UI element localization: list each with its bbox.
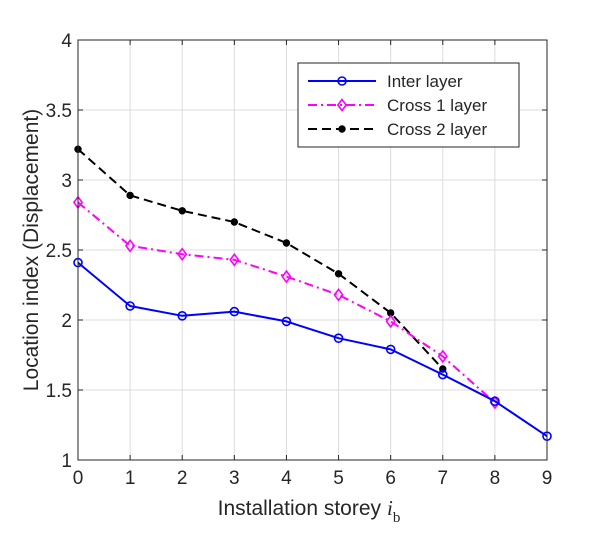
data-point <box>333 287 344 302</box>
x-axis-label: Installation storey ib <box>218 496 401 526</box>
data-point <box>385 314 396 329</box>
legend-marker <box>338 125 346 133</box>
data-point <box>126 191 134 200</box>
data-point <box>125 301 135 311</box>
data-point <box>229 306 240 317</box>
data-point <box>281 316 292 327</box>
x-tick-label: 3 <box>229 468 240 489</box>
legend-item: Cross 1 layer <box>308 96 487 115</box>
x-tick-label: 1 <box>125 468 136 489</box>
data-point <box>334 270 343 278</box>
y-tick-label: 2 <box>61 311 72 332</box>
y-axis-label: Location index (Displacement) <box>20 109 43 391</box>
y-tick-label: 1.5 <box>46 381 72 402</box>
data-point <box>490 396 500 407</box>
x-tick-label: 8 <box>490 468 501 489</box>
legend-label: Cross 1 layer <box>387 96 487 115</box>
y-tick-label: 4 <box>61 31 72 52</box>
data-point <box>177 247 188 262</box>
legend-label: Cross 2 layer <box>387 120 487 139</box>
data-point <box>437 349 448 364</box>
series-line <box>77 201 496 404</box>
data-point <box>229 252 240 267</box>
data-point <box>385 344 396 355</box>
series-cross-2-layer <box>74 145 447 373</box>
x-tick-label: 0 <box>73 468 84 489</box>
data-point <box>177 310 188 321</box>
y-tick-label: 3 <box>61 171 72 192</box>
series-line <box>77 148 444 370</box>
data-point <box>178 207 186 215</box>
axis-ticks: 0 1 2 3 4 5 6 7 8 911.522.533.54 <box>46 31 553 489</box>
legend: Inter layer Cross 1 layer Cross 2 layer <box>297 62 520 148</box>
legend-marker <box>337 76 347 86</box>
data-point <box>333 333 344 344</box>
plot-series <box>72 145 552 442</box>
x-tick-label: 4 <box>281 468 292 489</box>
data-point <box>230 218 239 226</box>
legend-label: Inter layer <box>387 72 463 91</box>
x-tick-label: 5 <box>333 468 344 489</box>
data-point <box>437 369 448 380</box>
series-line <box>77 261 548 438</box>
legend-box <box>297 62 520 148</box>
x-tick-label: 7 <box>437 468 448 489</box>
data-point <box>281 269 292 284</box>
legend-marker <box>336 98 348 112</box>
y-tick-label: 2.5 <box>46 241 72 262</box>
series-inter-layer <box>73 257 552 442</box>
x-tick-label: 9 <box>542 468 553 489</box>
y-tick-label: 3.5 <box>46 101 72 122</box>
legend-item: Cross 2 layer <box>308 120 487 139</box>
x-axis-label-text: Installation storey <box>218 497 382 520</box>
x-axis-label-variable: i <box>387 496 393 520</box>
x-axis-label-subscript: b <box>393 510 401 526</box>
y-tick-label: 1 <box>61 451 72 472</box>
x-tick-label: 6 <box>385 468 396 489</box>
data-point <box>124 238 136 253</box>
x-tick-label: 2 <box>177 468 188 489</box>
data-point <box>282 239 291 247</box>
legend-item: Inter layer <box>308 72 463 91</box>
